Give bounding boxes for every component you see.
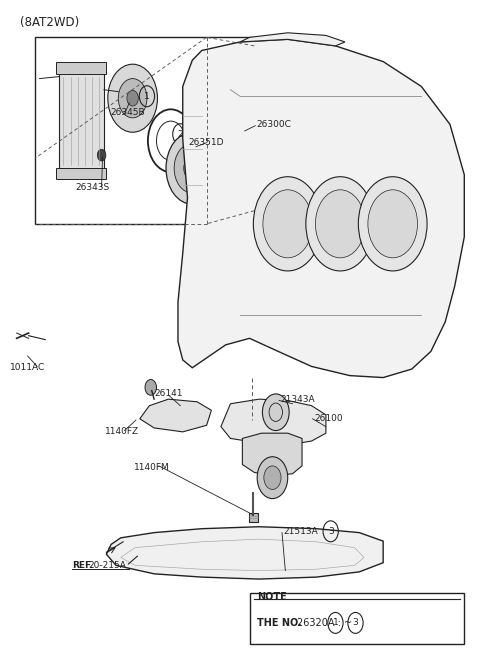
Circle shape	[127, 91, 138, 106]
Text: ~: ~	[344, 618, 352, 628]
Bar	[249, 513, 258, 522]
Circle shape	[108, 64, 157, 132]
Circle shape	[315, 190, 365, 258]
Text: 26343S: 26343S	[75, 183, 109, 193]
Circle shape	[263, 190, 312, 258]
Text: 26141: 26141	[154, 390, 182, 398]
Circle shape	[97, 149, 106, 161]
Text: 1140FZ: 1140FZ	[106, 427, 140, 436]
Circle shape	[118, 79, 147, 118]
Circle shape	[145, 380, 156, 396]
Bar	[250, 593, 464, 645]
Text: 1140FM: 1140FM	[134, 463, 170, 472]
Circle shape	[368, 190, 418, 258]
Text: 26300C: 26300C	[257, 120, 291, 129]
Circle shape	[263, 394, 289, 430]
Bar	[56, 168, 107, 179]
Text: 26100: 26100	[314, 415, 343, 423]
Bar	[56, 62, 107, 74]
Text: 1011AC: 1011AC	[10, 363, 45, 373]
Circle shape	[166, 132, 218, 204]
Text: 3: 3	[328, 527, 334, 536]
Polygon shape	[140, 399, 211, 432]
Circle shape	[174, 143, 210, 193]
Text: 21343A: 21343A	[281, 395, 315, 403]
Polygon shape	[240, 33, 345, 46]
Circle shape	[253, 177, 322, 271]
Bar	[35, 37, 254, 224]
Polygon shape	[178, 39, 464, 378]
Text: 21513A: 21513A	[283, 527, 318, 536]
Circle shape	[264, 466, 281, 489]
Text: 20-215A: 20-215A	[89, 561, 127, 570]
Text: 26320A :: 26320A :	[297, 618, 344, 628]
Text: 26345B: 26345B	[110, 108, 145, 117]
Text: THE NO.: THE NO.	[257, 618, 301, 628]
Text: NOTE: NOTE	[257, 593, 287, 602]
Text: 2: 2	[178, 129, 183, 139]
Bar	[59, 70, 104, 171]
Circle shape	[359, 177, 427, 271]
Text: 1: 1	[333, 618, 338, 627]
Circle shape	[184, 156, 201, 180]
Polygon shape	[242, 433, 302, 476]
Text: 1: 1	[144, 92, 150, 101]
Text: REF.: REF.	[72, 561, 93, 570]
Text: (8AT2WD): (8AT2WD)	[21, 16, 80, 29]
Text: 3: 3	[353, 618, 359, 627]
Polygon shape	[221, 399, 326, 445]
Circle shape	[257, 457, 288, 499]
Text: 26351D: 26351D	[189, 137, 224, 147]
Polygon shape	[107, 527, 383, 579]
Circle shape	[306, 177, 374, 271]
